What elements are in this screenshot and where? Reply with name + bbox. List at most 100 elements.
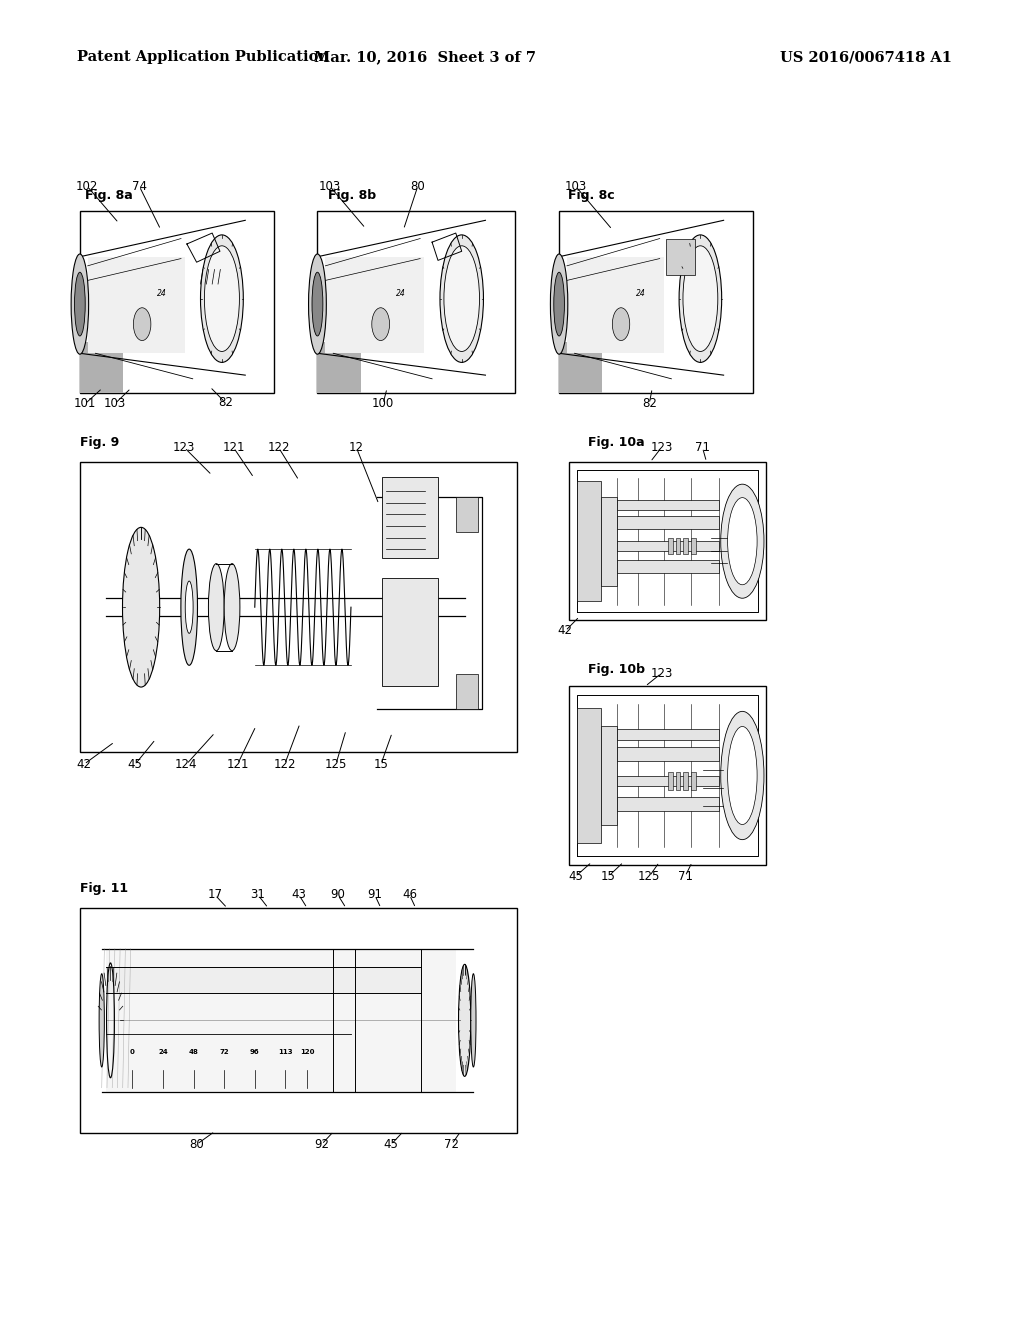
Bar bbox=[326, 256, 424, 354]
Bar bbox=[616, 541, 719, 550]
Bar bbox=[616, 516, 719, 528]
Ellipse shape bbox=[440, 235, 483, 363]
Text: 120: 120 bbox=[300, 1049, 314, 1055]
Text: Fig. 9: Fig. 9 bbox=[80, 436, 119, 449]
Ellipse shape bbox=[75, 272, 85, 337]
Bar bbox=[569, 462, 766, 620]
Ellipse shape bbox=[181, 549, 198, 665]
Ellipse shape bbox=[224, 564, 240, 651]
Text: 48: 48 bbox=[188, 1049, 199, 1055]
Bar bbox=[668, 539, 673, 554]
Text: 82: 82 bbox=[218, 396, 232, 409]
Bar bbox=[616, 560, 719, 573]
Text: 113: 113 bbox=[279, 1049, 293, 1055]
Bar bbox=[691, 772, 696, 789]
Text: 31: 31 bbox=[251, 888, 265, 902]
Bar bbox=[456, 496, 478, 532]
Text: Fig. 8b: Fig. 8b bbox=[328, 189, 376, 202]
Bar bbox=[317, 211, 515, 393]
Ellipse shape bbox=[99, 974, 104, 1067]
Text: Patent Application Publication: Patent Application Publication bbox=[77, 50, 329, 65]
Ellipse shape bbox=[612, 308, 630, 341]
Text: 45: 45 bbox=[128, 758, 142, 771]
Text: 24: 24 bbox=[157, 289, 167, 298]
Text: Fig. 10a: Fig. 10a bbox=[588, 436, 644, 449]
Polygon shape bbox=[80, 342, 123, 393]
Text: 45: 45 bbox=[568, 870, 583, 883]
Text: 24: 24 bbox=[395, 289, 406, 298]
Ellipse shape bbox=[205, 246, 240, 351]
Text: 46: 46 bbox=[402, 888, 417, 902]
Ellipse shape bbox=[312, 272, 323, 337]
Text: 42: 42 bbox=[558, 624, 572, 638]
Ellipse shape bbox=[728, 726, 757, 825]
Text: 103: 103 bbox=[318, 180, 341, 193]
Bar bbox=[578, 480, 601, 602]
Text: 103: 103 bbox=[103, 397, 126, 411]
Polygon shape bbox=[317, 342, 360, 393]
Text: 123: 123 bbox=[650, 667, 673, 680]
Bar bbox=[382, 477, 438, 558]
Text: 71: 71 bbox=[695, 441, 710, 454]
Text: Fig. 8c: Fig. 8c bbox=[568, 189, 615, 202]
Text: 121: 121 bbox=[222, 441, 245, 454]
Ellipse shape bbox=[201, 235, 244, 363]
Ellipse shape bbox=[721, 484, 764, 598]
Ellipse shape bbox=[185, 581, 194, 634]
Bar bbox=[691, 539, 696, 554]
Text: 80: 80 bbox=[189, 1138, 204, 1151]
Bar bbox=[683, 772, 688, 789]
Text: 72: 72 bbox=[219, 1049, 229, 1055]
Text: 90: 90 bbox=[331, 888, 345, 902]
Text: Fig. 11: Fig. 11 bbox=[80, 882, 128, 895]
Ellipse shape bbox=[372, 308, 389, 341]
Text: 122: 122 bbox=[267, 441, 290, 454]
Text: 102: 102 bbox=[76, 180, 98, 193]
Bar bbox=[567, 256, 664, 354]
Ellipse shape bbox=[133, 308, 151, 341]
Text: 71: 71 bbox=[678, 870, 692, 883]
Text: 125: 125 bbox=[325, 758, 347, 771]
Ellipse shape bbox=[71, 253, 89, 354]
Text: 45: 45 bbox=[384, 1138, 398, 1151]
Bar bbox=[106, 949, 456, 1092]
Bar bbox=[88, 256, 185, 354]
Bar bbox=[80, 908, 517, 1133]
Ellipse shape bbox=[444, 246, 479, 351]
Text: 121: 121 bbox=[226, 758, 249, 771]
Text: Mar. 10, 2016  Sheet 3 of 7: Mar. 10, 2016 Sheet 3 of 7 bbox=[314, 50, 536, 65]
Ellipse shape bbox=[554, 272, 564, 337]
Ellipse shape bbox=[550, 253, 568, 354]
Bar bbox=[80, 211, 274, 393]
Text: 15: 15 bbox=[374, 758, 388, 771]
Text: 123: 123 bbox=[173, 441, 196, 454]
Text: 92: 92 bbox=[314, 1138, 329, 1151]
Text: 24: 24 bbox=[158, 1049, 168, 1055]
Bar bbox=[80, 462, 517, 752]
Text: 42: 42 bbox=[77, 758, 91, 771]
Text: 72: 72 bbox=[444, 1138, 459, 1151]
Text: 124: 124 bbox=[175, 758, 198, 771]
Bar bbox=[559, 211, 753, 393]
Text: 101: 101 bbox=[74, 397, 96, 411]
Text: 100: 100 bbox=[372, 397, 394, 411]
Bar bbox=[569, 686, 766, 865]
Bar bbox=[601, 726, 616, 825]
Text: Fig. 8a: Fig. 8a bbox=[85, 189, 133, 202]
Bar bbox=[456, 675, 478, 709]
Bar bbox=[683, 539, 688, 554]
Text: 96: 96 bbox=[250, 1049, 259, 1055]
Text: 91: 91 bbox=[368, 888, 382, 902]
Text: 15: 15 bbox=[601, 870, 615, 883]
Ellipse shape bbox=[728, 498, 757, 585]
Text: 24: 24 bbox=[636, 289, 645, 298]
Ellipse shape bbox=[683, 246, 718, 351]
Text: 12: 12 bbox=[349, 441, 364, 454]
Text: 123: 123 bbox=[650, 441, 673, 454]
Text: 43: 43 bbox=[292, 888, 306, 902]
Bar bbox=[106, 966, 421, 994]
Text: 122: 122 bbox=[273, 758, 296, 771]
Text: 74: 74 bbox=[132, 180, 146, 193]
Text: 0: 0 bbox=[130, 1049, 135, 1055]
Bar bbox=[616, 747, 719, 762]
